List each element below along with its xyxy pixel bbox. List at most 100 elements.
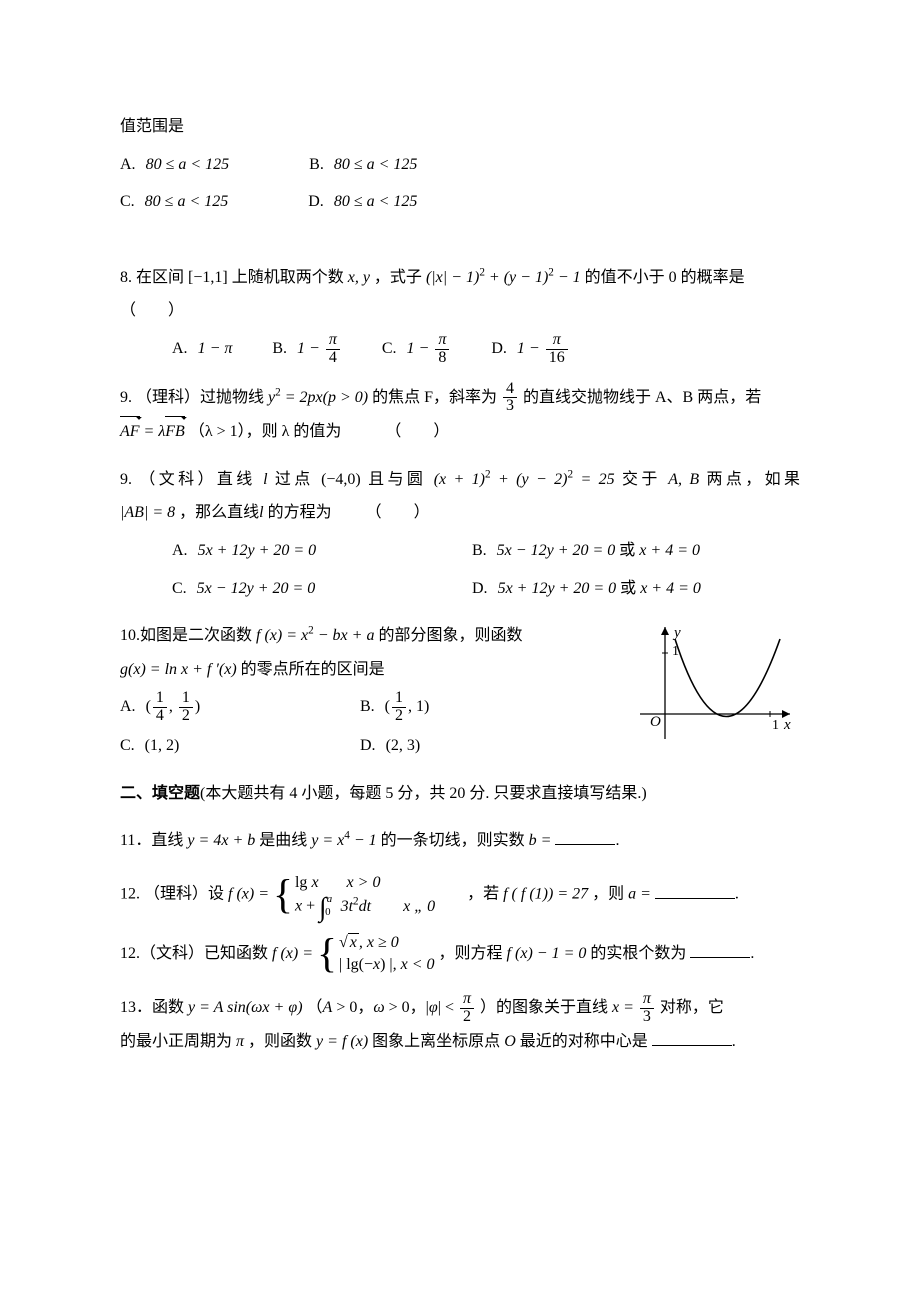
q9-wen-m6: 的方程为 (268, 504, 332, 521)
q11-curve: y = x4 − 1 (311, 832, 376, 849)
q9-wen-m2: 且与圆 (368, 471, 426, 488)
q9-li-paren: （ ） (385, 423, 463, 440)
q12-wen-mid: ，则方程 (439, 945, 503, 962)
q9-wen-opt-b: B. 5x − 12y + 20 = 0 或 x + 4 = 0 (472, 534, 700, 568)
q9-wen-l2: l (259, 504, 263, 521)
q13-l2c: 图象上离坐标原点 (372, 1033, 500, 1050)
q9-wen-l: l (263, 471, 267, 488)
q10-opt-b: B. (12, 1) (360, 690, 429, 725)
section2-header: 二、填空题(本大题共有 4 小题，每题 5 分，共 20 分. 只要求直接填写结… (120, 777, 800, 811)
q9-li: 9. （理科）过抛物线 y2 = 2px(p > 0) 的焦点 F，斜率为 43… (120, 381, 800, 449)
q10: 10.如图是二次函数 f (x) = x2 − bx + a 的部分图象，则函数… (120, 619, 800, 762)
section2-desc: (本大题共有 4 小题，每题 5 分，共 20 分. 只要求直接填写结果.) (200, 785, 647, 802)
q13-line2: 的最小正周期为 π ，则函数 y = f (x) 图象上离坐标原点 O 最近的对… (120, 1025, 800, 1059)
q11-var: b = (529, 832, 552, 849)
q13-O: O (504, 1033, 516, 1050)
q13-line1: 13．函数 y = A sin(ωx + φ) （A > 0，ω > 0，|φ|… (120, 991, 800, 1026)
parabola-icon: O 1 x y 1 (630, 619, 800, 749)
q11: 11．直线 y = 4x + b 是曲线 y = x4 − 1 的一条切线，则实… (120, 824, 800, 858)
q10-opt-c: C. (1, 2) (120, 729, 320, 763)
q9-wen-m3: 交于 (622, 471, 661, 488)
q11-blank (555, 830, 615, 845)
q10-opt-d: D. (2, 3) (360, 729, 420, 763)
svg-text:y: y (672, 625, 681, 641)
q8-end: 的值不小于 0 的概率是 (585, 269, 745, 286)
q10-post2: 的零点所在的区间是 (241, 661, 385, 678)
q10-f: f (x) = x2 − bx + a (256, 627, 374, 644)
q12-li-mid2: ，则 (592, 886, 624, 903)
q9-wen-opts1: A. 5x + 12y + 20 = 0 B. 5x − 12y + 20 = … (120, 534, 800, 568)
q12-wen-piecewise: { √x, x ≥ 0 | lg(−x) |, x < 0 (317, 932, 435, 977)
q13-blank (652, 1031, 732, 1046)
q12-li-fx: f (x) = (228, 886, 269, 903)
q13-xeq: x = (612, 999, 634, 1016)
q8-mid2: ，式子 (374, 269, 422, 286)
q10-opts1: A. (14, 12) B. (12, 1) (120, 690, 610, 725)
q9-wen-pt: (−4,0) (321, 471, 361, 488)
q12-li-post: . (735, 886, 739, 903)
q13-m1: ）的图象关于直线 (480, 999, 608, 1016)
q9-li-mid2: 的直线交抛物线于 A、B 两点，若 (523, 389, 761, 406)
q10-figure: O 1 x y 1 (630, 619, 800, 762)
q12-li: 12. （理科）设 f (x) = { lg xx > 0 x + ∫a0 3t… (120, 872, 800, 918)
q7-opt-a: A. 80 ≤ a < 125 (120, 148, 229, 182)
q10-line1: 10.如图是二次函数 f (x) = x2 − bx + a 的部分图象，则函数 (120, 619, 610, 653)
q9-wen-m4: 两点，如果 (707, 471, 801, 488)
q12-li-pre: 12. （理科）设 (120, 886, 224, 903)
q9-li-cond: （λ > 1），则 λ 的值为 (189, 423, 342, 440)
q7-opt-d: D. 80 ≤ a < 125 (308, 185, 417, 219)
q10-pre: 10.如图是二次函数 (120, 627, 252, 644)
section2-title: 二、填空题 (120, 785, 200, 802)
q9-wen-circle: (x + 1)2 + (y − 2)2 = 25 (434, 471, 615, 488)
q11-line: y = 4x + b (187, 832, 255, 849)
q9-wen-opt-a: A. 5x + 12y + 20 = 0 (172, 534, 432, 568)
q9-wen-m1: 过点 (275, 471, 314, 488)
q13-pre: 13．函数 (120, 999, 184, 1016)
q12-wen-blank (690, 943, 750, 958)
q12-li-var: a = (628, 886, 651, 903)
q12-wen-c1: , x ≥ 0 (359, 934, 399, 951)
q9-li-line1: 9. （理科）过抛物线 y2 = 2px(p > 0) 的焦点 F，斜率为 43… (120, 381, 800, 416)
q9-wen: 9. （文科）直线 l 过点 (−4,0) 且与圆 (x + 1)2 + (y … (120, 463, 800, 605)
q8-expr: (|x| − 1)2 + (y − 1)2 − 1 (426, 269, 581, 286)
q9-li-eq: y2 = 2px(p > 0) (268, 389, 368, 406)
q8-interval: [−1,1] (188, 269, 228, 286)
q10-g: g(x) = ln x + f ′(x) (120, 661, 237, 678)
q9-wen-line2: |AB| = 8 ，那么直线l 的方程为 （ ） (120, 496, 800, 530)
q9-wen-label: 9. （文科）直线 (120, 471, 256, 488)
q10-text: 10.如图是二次函数 f (x) = x2 − bx + a 的部分图象，则函数… (120, 619, 610, 762)
q9-wen-opt-c: C. 5x − 12y + 20 = 0 (172, 572, 432, 606)
q9-wen-paren: （ ） (366, 504, 444, 521)
q12-wen-eq: f (x) − 1 = 0 (507, 945, 587, 962)
q12-wen: 12.（文科）已知函数 f (x) = { √x, x ≥ 0 | lg(−x)… (120, 932, 800, 977)
q12-li-c1: x > 0 (347, 872, 407, 894)
q13-l2d: 最近的对称中心是 (520, 1033, 648, 1050)
q8-opt-a: A. 1 − π (172, 332, 232, 367)
q11-pre: 11．直线 (120, 832, 183, 849)
q10-line2: g(x) = ln x + f ′(x) 的零点所在的区间是 (120, 653, 610, 687)
q11-post: . (615, 832, 619, 849)
q11-m2: 的一条切线，则实数 (381, 832, 525, 849)
q8-pre: 8. 在区间 (120, 269, 184, 286)
q7-opts-row2: C. 80 ≤ a < 125 D. 80 ≤ a < 125 (120, 185, 800, 219)
q9-li-line2: AF = λFB （λ > 1），则 λ 的值为 （ ） (120, 415, 800, 449)
q13-end: . (732, 1033, 736, 1050)
q12-li-piecewise: { lg xx > 0 x + ∫a0 3t2dt x „ 0 (273, 872, 463, 918)
q8-opts: A. 1 − π B. 1 − π4 C. 1 − π8 D. 1 − π16 (120, 332, 800, 367)
q12-li-cond: f ( f (1)) = 27 (503, 886, 588, 903)
q12-wen-c2: , x < 0 (393, 956, 435, 973)
q8-opt-b: B. 1 − π4 (272, 332, 341, 367)
q8-paren: （ ） (120, 294, 800, 328)
q13: 13．函数 y = A sin(ωx + φ) （A > 0，ω > 0，|φ|… (120, 991, 800, 1059)
q9-wen-opt-d: D. 5x + 12y + 20 = 0 或 x + 4 = 0 (472, 572, 701, 606)
q9-wen-ab: |AB| = 8 (120, 504, 175, 521)
q12-wen-fx: f (x) = (272, 945, 313, 962)
q7-opt-c: C. 80 ≤ a < 125 (120, 185, 228, 219)
q7-partial: 值范围是 A. 80 ≤ a < 125 B. 80 ≤ a < 125 C. … (120, 110, 800, 219)
vec-fb: FB (165, 415, 185, 449)
svg-text:1: 1 (772, 718, 779, 733)
svg-text:O: O (650, 714, 661, 730)
q8-mid1: 上随机取两个数 (232, 269, 344, 286)
q9-wen-pts: A, B (668, 471, 699, 488)
q10-opt-a: A. (14, 12) (120, 690, 320, 725)
